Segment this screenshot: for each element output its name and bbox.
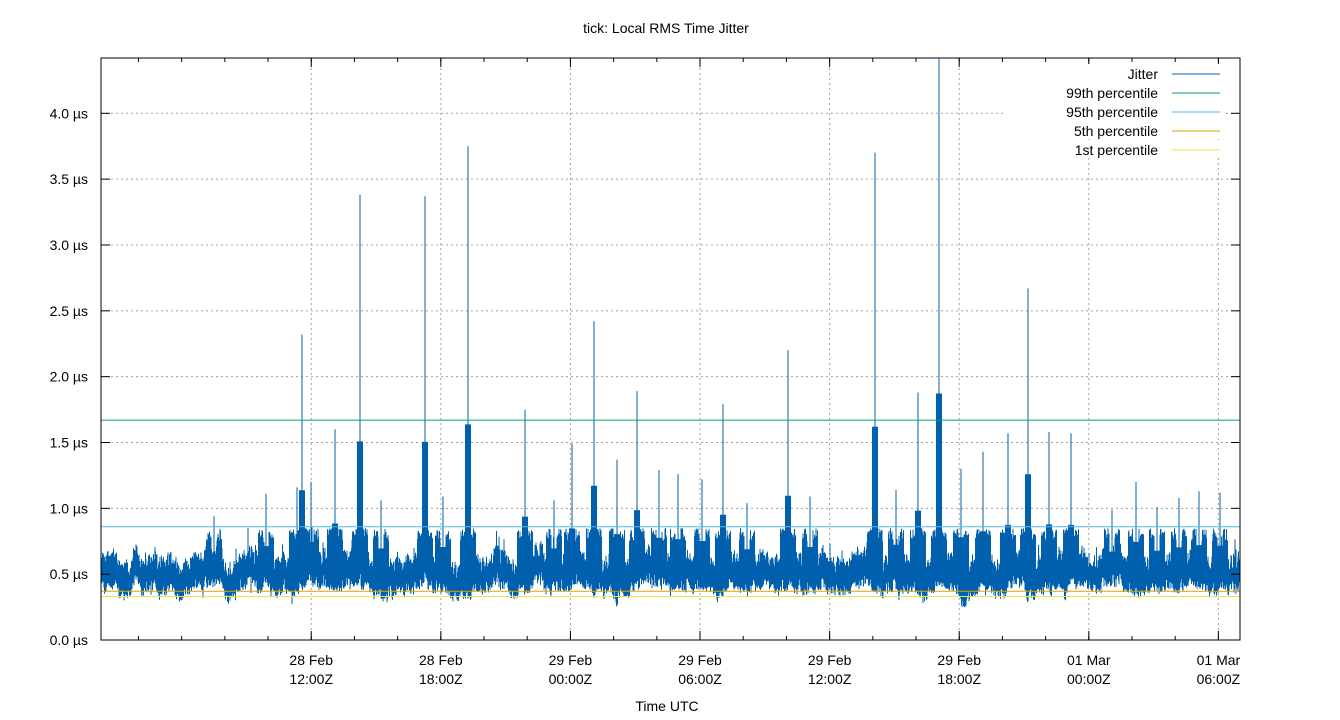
x-tick-label-date: 29 Feb	[937, 652, 981, 668]
series-layer	[101, 58, 1240, 608]
x-tick-label-date: 01 Mar	[1197, 652, 1241, 668]
x-tick-label-time: 00:00Z	[549, 671, 593, 687]
y-tick-label: 0.0 µs	[50, 632, 88, 648]
x-tick-label-time: 18:00Z	[937, 671, 981, 687]
x-tick-label-date: 29 Feb	[549, 652, 593, 668]
y-tick-label: 1.0 µs	[50, 500, 88, 516]
x-axis-label: Time UTC	[635, 698, 698, 714]
y-tick-label: 1.5 µs	[50, 434, 88, 450]
legend-label: 95th percentile	[1066, 104, 1158, 120]
legend-label: Jitter	[1128, 66, 1159, 82]
legend-bg	[1005, 83, 1225, 101]
y-tick-label: 3.5 µs	[50, 171, 88, 187]
x-tick-label-date: 29 Feb	[808, 652, 852, 668]
x-tick-label-date: 01 Mar	[1067, 652, 1111, 668]
x-tick-label-time: 12:00Z	[808, 671, 852, 687]
legend-label: 1st percentile	[1075, 142, 1158, 158]
y-tick-label: 0.5 µs	[50, 566, 88, 582]
y-tick-label: 2.0 µs	[50, 369, 88, 385]
x-tick-label-time: 12:00Z	[289, 671, 333, 687]
axes: 0.0 µs 0.5 µs 1.0 µs 1.5 µs 2.0 µs 2.5 µs 3.0 …	[50, 58, 1241, 687]
y-tick-label: 2.5 µs	[50, 303, 88, 319]
jitter-trace	[101, 58, 1240, 608]
legend-bg	[1005, 140, 1225, 158]
legend-label: 99th percentile	[1066, 85, 1158, 101]
x-tick-label-time: 06:00Z	[1197, 671, 1241, 687]
plot-border	[100, 57, 1241, 641]
y-tick-label: 4.0 µs	[50, 105, 88, 121]
x-tick-label-time: 06:00Z	[678, 671, 722, 687]
legend-bg	[1005, 121, 1225, 139]
y-tick-label: 3.0 µs	[50, 237, 88, 253]
x-tick-label-time: 00:00Z	[1067, 671, 1111, 687]
x-tick-label-date: 28 Feb	[419, 652, 463, 668]
legend: Jitter 99th percentile 95th percentile 5th …	[1005, 64, 1225, 158]
chart-title: tick: Local RMS Time Jitter	[583, 20, 749, 36]
legend-label: 5th percentile	[1074, 123, 1158, 139]
x-tick-label-date: 29 Feb	[678, 652, 722, 668]
legend-bg	[1005, 102, 1225, 120]
x-tick-label-date: 28 Feb	[289, 652, 333, 668]
x-tick-label-time: 18:00Z	[419, 671, 463, 687]
legend-bg	[1005, 64, 1225, 82]
